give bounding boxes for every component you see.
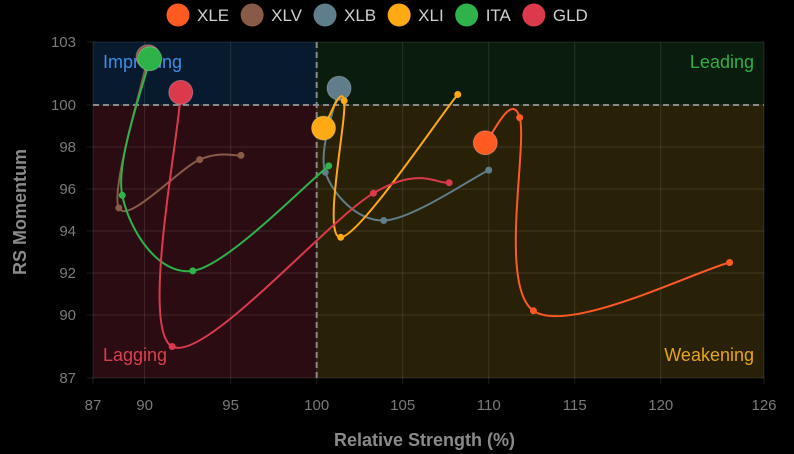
series-gld-current-point[interactable] bbox=[168, 79, 194, 105]
quadrant-backgrounds bbox=[93, 42, 764, 378]
y-tick-label: 98 bbox=[59, 139, 76, 156]
legend-label-ita: ITA bbox=[486, 6, 512, 25]
reference-lines bbox=[93, 42, 764, 378]
legend-item-gld[interactable]: GLD bbox=[522, 3, 588, 27]
quadrant-label-weakening: Weakening bbox=[664, 345, 754, 365]
legend-label-xli: XLI bbox=[418, 6, 444, 25]
legend-label-xlb: XLB bbox=[344, 6, 376, 25]
x-tick-label: 110 bbox=[477, 397, 501, 414]
x-tick-label: 126 bbox=[751, 397, 776, 414]
quadrant-lagging-bg bbox=[93, 105, 317, 378]
legend-swatch-xli bbox=[387, 3, 411, 27]
series-xlb-point bbox=[485, 166, 493, 174]
series-xli-point bbox=[454, 91, 462, 98]
series-xlb-current-point[interactable] bbox=[326, 75, 352, 101]
y-axis-title: RS Momentum bbox=[10, 149, 30, 275]
legend-item-xli[interactable]: XLI bbox=[387, 3, 444, 27]
series-gld bbox=[158, 79, 453, 350]
x-tick-label: 100 bbox=[304, 397, 329, 414]
series-ita-point bbox=[189, 267, 197, 275]
quadrant-label-leading: Leading bbox=[690, 52, 754, 72]
x-tick-label: 105 bbox=[390, 397, 415, 414]
quadrant-improving-bg bbox=[93, 42, 317, 105]
quadrant-label-lagging: Lagging bbox=[103, 345, 167, 365]
series-xle-point bbox=[529, 307, 537, 315]
series-xlb-point bbox=[380, 217, 388, 224]
series-gld-point bbox=[168, 343, 176, 350]
series-xli-current-point[interactable] bbox=[311, 115, 337, 141]
legend-item-xlb[interactable]: XLB bbox=[313, 3, 377, 27]
series-xlv-point bbox=[115, 204, 123, 212]
series-xli bbox=[311, 91, 462, 241]
quadrant-leading-bg bbox=[316, 42, 764, 105]
series-xle bbox=[472, 108, 734, 318]
series-xli-point bbox=[337, 233, 345, 241]
legend-swatch-gld bbox=[522, 3, 546, 27]
x-tick-label: 120 bbox=[648, 397, 673, 414]
x-tick-label: 87 bbox=[85, 397, 102, 414]
series-xlv-point bbox=[237, 151, 245, 159]
x-axis-ticks: 87 90 95 100 105 110 115 120 126 bbox=[85, 397, 777, 414]
x-tick-label: 115 bbox=[563, 397, 587, 414]
series-ita-point bbox=[118, 191, 126, 199]
series-ita-trail bbox=[120, 58, 330, 273]
x-tick-label: 95 bbox=[222, 397, 239, 414]
legend-item-ita[interactable]: ITA bbox=[455, 3, 512, 27]
series-xle-point bbox=[516, 114, 524, 122]
y-tick-label: 103 bbox=[51, 34, 76, 51]
series-xle-trail bbox=[484, 108, 730, 318]
legend-swatch-xlv bbox=[240, 3, 264, 27]
y-tick-label: 96 bbox=[59, 181, 76, 198]
legend-label-gld: GLD bbox=[553, 6, 588, 25]
y-tick-label: 100 bbox=[51, 97, 76, 114]
quadrant-weakening-bg bbox=[316, 105, 764, 378]
series-gld-trail bbox=[158, 92, 450, 349]
y-tick-label: 90 bbox=[59, 307, 76, 324]
series-layer bbox=[115, 44, 734, 350]
legend: XLE XLV XLB XLI ITA GLD bbox=[166, 3, 588, 27]
legend-item-xlv[interactable]: XLV bbox=[240, 3, 303, 27]
legend-swatch-xlb bbox=[313, 3, 337, 27]
series-xle-point bbox=[726, 259, 734, 266]
series-xli-trail bbox=[322, 93, 459, 239]
series-ita-point bbox=[325, 162, 333, 170]
legend-swatch-xle bbox=[166, 3, 190, 27]
legend-label-xle: XLE bbox=[197, 6, 229, 25]
quadrant-labels: ImprovingLeadingLaggingWeakening bbox=[103, 52, 754, 365]
series-ita-current-point[interactable] bbox=[137, 46, 163, 72]
series-ita bbox=[118, 46, 333, 275]
legend-label-xlv: XLV bbox=[271, 6, 303, 25]
series-gld-point bbox=[369, 189, 377, 197]
x-axis-title: Relative Strength (%) bbox=[334, 430, 515, 450]
y-tick-label: 92 bbox=[59, 265, 76, 282]
series-xli-point bbox=[340, 97, 348, 105]
y-axis-ticks: 87 90 92 94 96 98 100 103 bbox=[51, 34, 76, 387]
series-xle-current-point[interactable] bbox=[472, 130, 498, 156]
series-gld-point bbox=[445, 179, 453, 187]
series-xlv-point bbox=[196, 156, 204, 164]
y-tick-label: 94 bbox=[59, 223, 76, 240]
legend-swatch-ita bbox=[455, 3, 479, 27]
x-tick-label: 90 bbox=[136, 397, 153, 414]
legend-item-xle[interactable]: XLE bbox=[166, 3, 230, 27]
y-tick-label: 87 bbox=[59, 370, 76, 387]
